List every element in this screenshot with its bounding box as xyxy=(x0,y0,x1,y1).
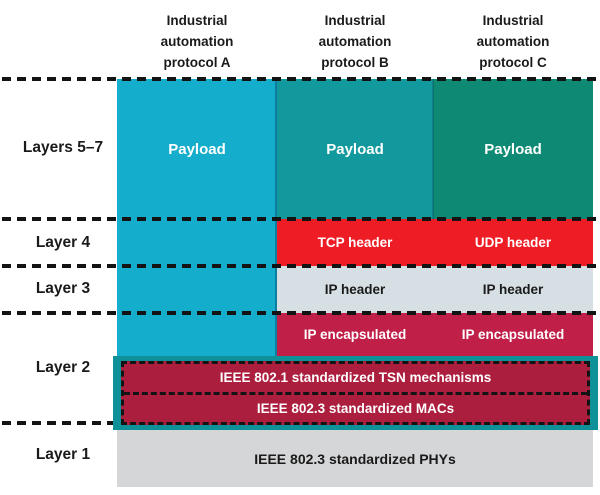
header-line: protocol C xyxy=(479,55,547,70)
layer-label-2: Layer 2 xyxy=(35,359,91,376)
ip-encapsulated-label-b: IP encapsulated xyxy=(303,327,407,342)
column-header-protocol-c: Industrial automation protocol C xyxy=(433,10,593,73)
layer-label-3: Layer 3 xyxy=(35,280,91,297)
tcp-header-label: TCP header xyxy=(317,235,393,250)
dashed-boundary-l57-l4 xyxy=(2,217,598,221)
payload-label-a: Payload xyxy=(168,140,226,158)
ip-header-label-c: IP header xyxy=(482,282,544,297)
dashed-boundary-l4-l3 xyxy=(2,264,598,268)
layer2-tsn-container: IEEE 802.1 standardized TSN mechanisms I… xyxy=(113,356,598,430)
column-header-protocol-b: Industrial automation protocol B xyxy=(277,10,433,73)
layer4-transport-block xyxy=(277,219,593,266)
protocol-c-payload-block xyxy=(433,79,593,219)
column-divider-b-c xyxy=(432,79,434,219)
header-line: Industrial xyxy=(482,13,544,28)
header-line: automation xyxy=(318,34,392,49)
ip-header-label-b: IP header xyxy=(324,282,386,297)
ip-encapsulated-block xyxy=(277,313,593,356)
dashed-boundary-top xyxy=(2,77,598,81)
ieee-8023-phy-label: IEEE 802.3 standardized PHYs xyxy=(254,450,456,467)
layer-label-5-7: Layers 5–7 xyxy=(22,139,104,156)
udp-header-label: UDP header xyxy=(474,235,552,250)
header-line: protocol A xyxy=(163,55,231,70)
ip-encapsulated-label-c: IP encapsulated xyxy=(461,327,565,342)
layer3-network-block xyxy=(277,266,593,313)
layer1-phy-block xyxy=(117,430,593,487)
payload-label-b: Payload xyxy=(326,140,384,158)
dashed-boundary-l2-l1 xyxy=(2,421,113,425)
layer-label-1: Layer 1 xyxy=(35,446,91,463)
ieee-8021-tsn-label: IEEE 802.1 standardized TSN mechanisms xyxy=(124,364,587,395)
ieee-802-box: IEEE 802.1 standardized TSN mechanisms I… xyxy=(121,361,590,425)
header-line: protocol B xyxy=(321,55,389,70)
header-line: automation xyxy=(476,34,550,49)
header-line: automation xyxy=(160,34,234,49)
ieee-8023-mac-label: IEEE 802.3 standardized MACs xyxy=(256,400,455,416)
dashed-boundary-l3-l2 xyxy=(2,311,598,315)
column-header-protocol-a: Industrial automation protocol A xyxy=(117,10,277,73)
protocol-b-payload-block xyxy=(277,79,433,219)
payload-label-c: Payload xyxy=(484,140,542,158)
layer-label-4: Layer 4 xyxy=(35,234,91,251)
header-line: Industrial xyxy=(166,13,228,28)
header-line: Industrial xyxy=(324,13,386,28)
